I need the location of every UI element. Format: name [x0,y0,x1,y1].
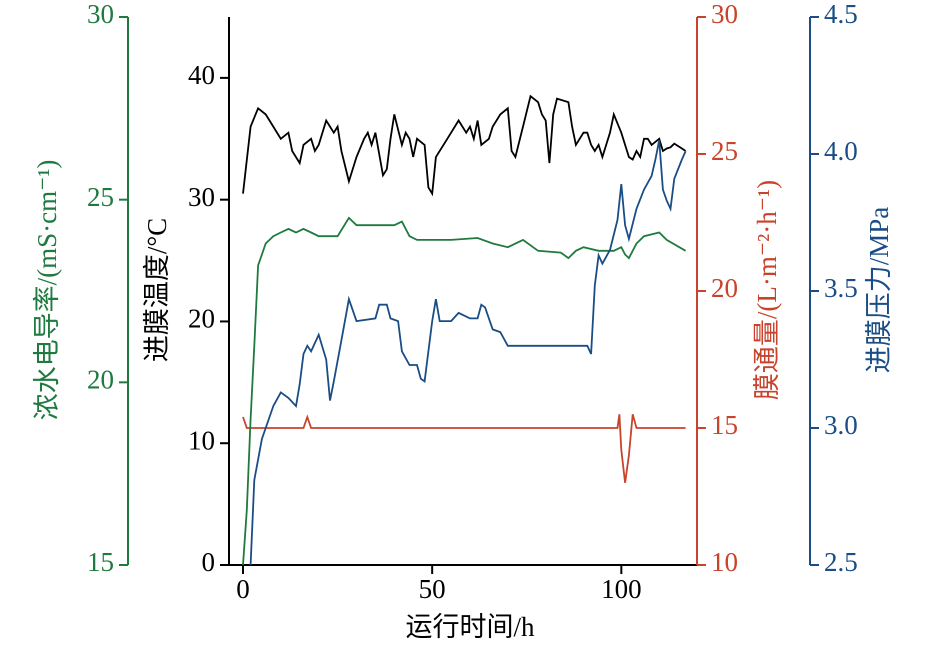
series-line [242,216,687,566]
y4-tick-label: 4.0 [824,136,858,166]
y4-axis-label: 进膜压力/MPa [864,207,894,374]
y4-tick-label: 4.5 [824,0,858,29]
series-line [242,414,686,483]
y2-tick-label: 15 [711,410,738,440]
y-tick-label: 20 [188,304,215,334]
y-axis-label: 进膜温度/°C [142,218,172,362]
y3-tick-label: 30 [87,0,114,29]
y4-tick-label: 3.5 [824,273,858,303]
x-axis-label: 运行时间/h [405,612,535,642]
y-tick-label: 40 [188,60,215,90]
x-tick-label: 0 [236,574,250,604]
y3-tick-label: 15 [87,547,114,577]
y3-axis-label: 浓水电导率/(mS·cm⁻¹) [32,160,62,421]
y2-tick-label: 30 [711,0,738,29]
y2-tick-label: 25 [711,136,738,166]
y3-tick-label: 20 [87,365,114,395]
y4-tick-label: 2.5 [824,547,858,577]
series-line [242,94,687,197]
y-tick-label: 0 [202,547,216,577]
y-tick-label: 30 [188,182,215,212]
y3-tick-label: 25 [87,182,114,212]
y2-axis-label: 膜通量/(L·m⁻²·h⁻¹) [752,180,782,400]
series-line [249,140,687,566]
y4-tick-label: 3.0 [824,410,858,440]
y-tick-label: 10 [188,425,215,455]
x-tick-label: 100 [601,574,642,604]
y2-tick-label: 20 [711,273,738,303]
y2-tick-label: 10 [711,547,738,577]
x-tick-label: 50 [419,574,446,604]
